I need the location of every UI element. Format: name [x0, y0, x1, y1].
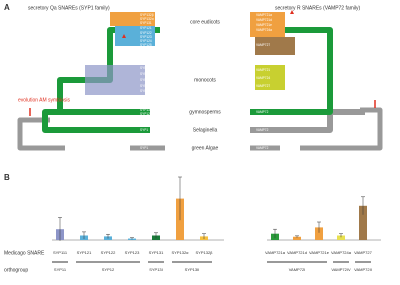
leaf-label: SYP131	[140, 21, 152, 25]
orthogroup-label: SYP13I	[149, 267, 163, 272]
right-title: secretory R SNAREs (VAMP72 family)	[275, 5, 361, 11]
row-label: Medicago SNARE	[4, 250, 45, 256]
bar	[293, 236, 301, 240]
leaf-label: SYP13	[140, 108, 150, 112]
leaf-label: SYP131	[140, 72, 152, 76]
row-label: orthogroup	[4, 267, 28, 273]
category-label: SYP111	[53, 250, 68, 255]
leaf-label: SYP121	[140, 26, 152, 30]
panel-label: B	[4, 173, 10, 182]
bar	[337, 235, 345, 240]
leaf-label: SYP123	[140, 35, 152, 39]
leaf-label: SYP1	[140, 146, 148, 150]
category-label: SYP123	[125, 250, 140, 255]
leaf-label: VAMP721e	[256, 23, 272, 27]
leaf-label: VAMP724	[256, 76, 270, 80]
leaf-label: SYP124	[140, 84, 152, 88]
category-label: SYP122	[101, 250, 116, 255]
leaf-label: SYP111	[140, 48, 151, 52]
clade-label: monocots	[194, 77, 216, 83]
left-title: secretory Qa SNAREs (SYP1 family)	[28, 5, 110, 11]
leaf-label: VAMP724a	[256, 28, 272, 32]
leaf-label: VAMP727	[256, 84, 270, 88]
leaf-label: SYP132β	[140, 13, 154, 17]
tree-drawing	[17, 10, 383, 151]
orthogroup-label: SYP11	[54, 267, 67, 272]
leaf-label: SYP132	[140, 66, 152, 70]
orthogroup-label: SYP12	[102, 267, 115, 272]
category-label: VAMP721d	[287, 250, 307, 255]
annotation: evolution AM symbiosis	[18, 97, 70, 103]
leaf-label: SYP121	[140, 78, 152, 82]
clade-label: core eudicots	[190, 19, 220, 25]
category-label: VAMP721a	[265, 250, 286, 255]
clade-label: Selaginella	[193, 127, 218, 133]
category-label: SYP131	[149, 250, 164, 255]
leaf-label: VAMP721	[256, 68, 270, 72]
category-label: SYP132β	[196, 250, 214, 255]
category-label: VAMP724a	[331, 250, 352, 255]
panel-label: A	[4, 3, 10, 12]
clade-label: gymnosperms	[189, 109, 221, 115]
leaf-label: SYP12	[140, 112, 150, 116]
leaf-label: VAMP72	[256, 110, 269, 114]
orthogroup-label: VAMP72II	[354, 267, 372, 272]
leaf-label: SYP125	[140, 43, 152, 47]
leaf-label: VAMP727	[256, 43, 270, 47]
leaf-label: VAMP72	[256, 128, 269, 132]
leaf-label: VAMP721d	[256, 18, 272, 22]
category-label: SYP121	[77, 250, 92, 255]
bar	[315, 227, 323, 240]
leaf-label: VAMP72	[256, 146, 269, 150]
leaf-label: SYP122	[140, 31, 152, 35]
orthogroup-label: VAMP72IV	[331, 267, 351, 272]
orthogroup-label: SYP13II	[185, 267, 200, 272]
leaf-label: SYP132α	[140, 17, 154, 21]
leaf-label: SYP124	[140, 39, 152, 43]
category-label: VAMP721e	[309, 250, 330, 255]
category-label: VAMP727	[354, 250, 372, 255]
clade-label: green Algae	[192, 145, 219, 151]
leaf-label: SYP1	[140, 128, 148, 132]
leaf-label: VAMP721a	[256, 13, 272, 17]
category-label: SYP132α	[172, 250, 190, 255]
orthogroup-label: VAMP72I	[289, 267, 306, 272]
bar	[359, 205, 367, 240]
leaf-label: SYP111	[140, 89, 151, 93]
